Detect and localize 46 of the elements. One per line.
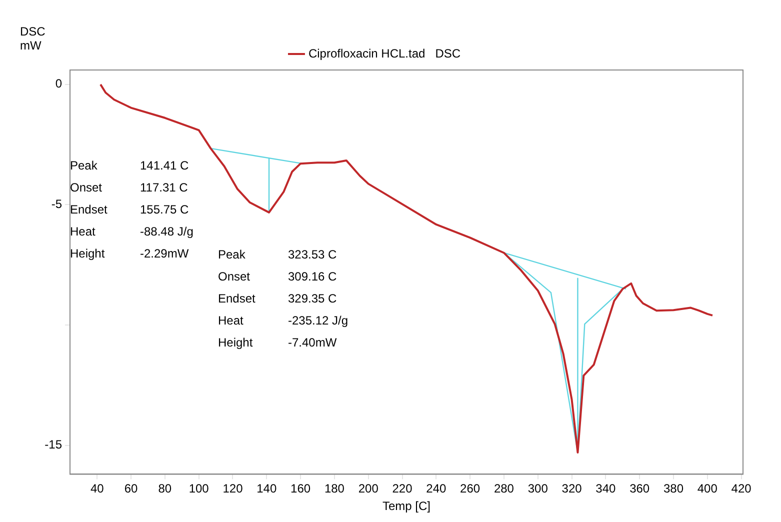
x-tick-label: 220 — [392, 482, 413, 496]
x-tick-label: 180 — [324, 482, 345, 496]
x-tick-label: 160 — [290, 482, 311, 496]
annotation: Onset — [218, 269, 251, 284]
x-tick-label: 240 — [426, 482, 446, 496]
annotation: Onset — [70, 180, 103, 194]
x-axis-title: Temp [C] — [382, 499, 431, 514]
annotation: 309.16 C — [288, 269, 338, 284]
annotation: -2.29mW — [140, 246, 190, 260]
annotation: Endset — [218, 291, 256, 306]
y-tick-label: -5 — [51, 197, 62, 212]
annotation: -7.40mW — [288, 335, 338, 350]
annotation: 141.41 C — [140, 158, 190, 172]
annotation: Heat — [218, 313, 244, 328]
annotation: -235.12 J/g — [288, 313, 348, 328]
x-tick-label: 400 — [697, 482, 718, 496]
annotation: Peak — [218, 247, 246, 262]
x-tick-label: 340 — [596, 482, 616, 496]
annotation: Height — [218, 335, 254, 350]
x-tick-label: 40 — [90, 482, 104, 496]
y-tick-label: -15 — [44, 438, 62, 452]
annotation: Peak — [70, 158, 98, 172]
x-tick-label: 80 — [158, 482, 172, 496]
y-tick-label: 0 — [55, 76, 62, 91]
x-tick-label: 200 — [358, 482, 379, 496]
annotation: 323.53 C — [288, 247, 338, 262]
annotation: Height — [70, 246, 106, 260]
annotation: 155.75 C — [140, 202, 190, 216]
x-tick-label: 360 — [630, 482, 650, 496]
x-tick-label: 320 — [562, 482, 582, 496]
x-tick-label: 260 — [460, 482, 480, 496]
x-tick-label: 380 — [663, 482, 684, 496]
x-tick-label: 120 — [222, 482, 244, 496]
annotation: Heat — [70, 224, 96, 238]
x-tick-label: 300 — [528, 482, 548, 496]
y-axis-title: DSC mW — [20, 24, 46, 52]
annotation: 117.31 C — [140, 180, 188, 194]
x-tick-label: 100 — [188, 482, 210, 496]
x-tick-label: 420 — [731, 482, 752, 496]
x-tick-label: 280 — [494, 482, 514, 496]
annotation: 329.35 C — [288, 291, 338, 306]
x-tick-label: 60 — [124, 482, 138, 496]
annotation: Endset — [70, 202, 108, 216]
annotation: -88.48 J/g — [140, 224, 194, 238]
x-tick-label: 140 — [256, 482, 277, 496]
legend-label: Ciprofloxacin HCL.tad DSC — [308, 46, 461, 60]
